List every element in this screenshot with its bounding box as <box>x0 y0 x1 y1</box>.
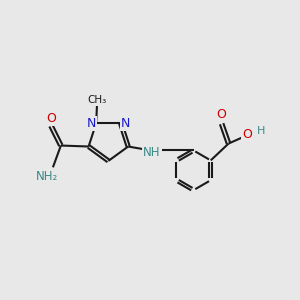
Text: O: O <box>217 108 226 121</box>
Text: O: O <box>46 112 56 125</box>
Text: CH₃: CH₃ <box>88 95 107 106</box>
Text: N: N <box>121 117 130 130</box>
Text: NH₂: NH₂ <box>36 170 58 183</box>
Text: NH: NH <box>143 146 161 159</box>
Text: O: O <box>242 128 252 141</box>
Text: H: H <box>257 126 266 136</box>
Text: N: N <box>86 117 96 130</box>
